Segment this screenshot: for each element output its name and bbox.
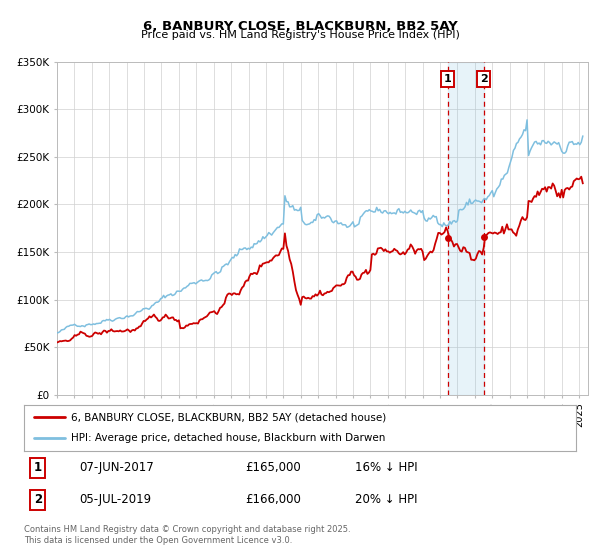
Text: 20% ↓ HPI: 20% ↓ HPI xyxy=(355,493,418,506)
Text: Price paid vs. HM Land Registry's House Price Index (HPI): Price paid vs. HM Land Registry's House … xyxy=(140,30,460,40)
Text: 2: 2 xyxy=(34,493,42,506)
Text: Contains HM Land Registry data © Crown copyright and database right 2025.
This d: Contains HM Land Registry data © Crown c… xyxy=(24,525,350,545)
Text: 07-JUN-2017: 07-JUN-2017 xyxy=(79,461,154,474)
Text: £166,000: £166,000 xyxy=(245,493,301,506)
Text: £165,000: £165,000 xyxy=(245,461,301,474)
Text: 16% ↓ HPI: 16% ↓ HPI xyxy=(355,461,418,474)
Bar xyxy=(448,62,484,395)
Text: 2: 2 xyxy=(480,74,488,84)
Text: 1: 1 xyxy=(444,74,452,84)
Text: 1: 1 xyxy=(34,461,42,474)
Text: HPI: Average price, detached house, Blackburn with Darwen: HPI: Average price, detached house, Blac… xyxy=(71,433,385,444)
Text: 6, BANBURY CLOSE, BLACKBURN, BB2 5AY (detached house): 6, BANBURY CLOSE, BLACKBURN, BB2 5AY (de… xyxy=(71,412,386,422)
Text: 6, BANBURY CLOSE, BLACKBURN, BB2 5AY: 6, BANBURY CLOSE, BLACKBURN, BB2 5AY xyxy=(143,20,457,32)
Text: 05-JUL-2019: 05-JUL-2019 xyxy=(79,493,151,506)
